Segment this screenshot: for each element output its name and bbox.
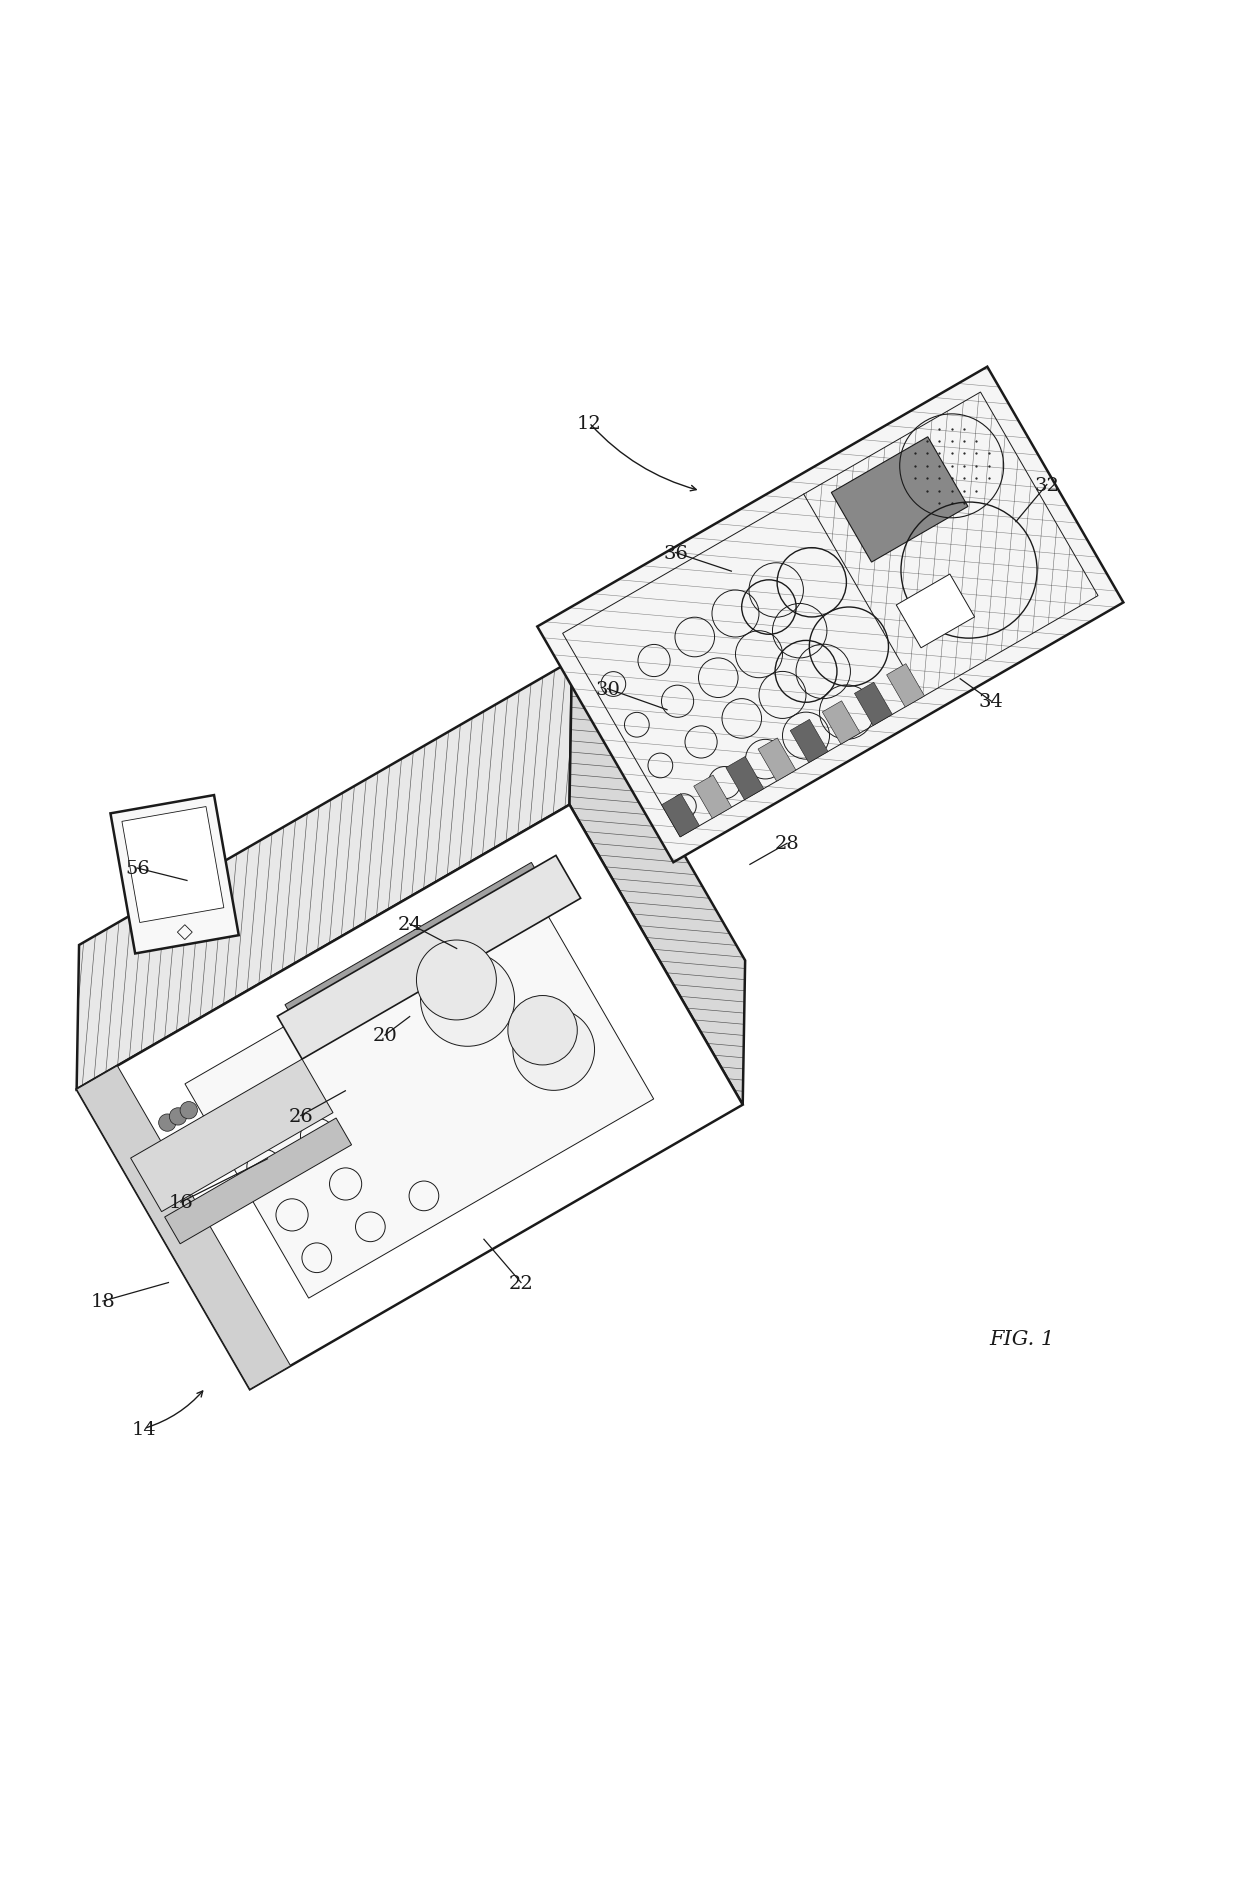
Circle shape: [180, 1103, 197, 1120]
Circle shape: [159, 1114, 176, 1131]
Text: 20: 20: [372, 1027, 397, 1044]
Text: 14: 14: [131, 1420, 156, 1439]
Text: FIG. 1: FIG. 1: [990, 1329, 1055, 1348]
Polygon shape: [278, 856, 580, 1059]
Text: 28: 28: [775, 835, 800, 852]
Circle shape: [513, 1010, 594, 1091]
Text: 24: 24: [397, 915, 422, 934]
Polygon shape: [165, 1118, 352, 1243]
Polygon shape: [831, 438, 968, 564]
Text: 34: 34: [978, 693, 1003, 710]
Circle shape: [417, 941, 496, 1021]
Polygon shape: [537, 368, 1123, 864]
Polygon shape: [569, 661, 745, 1105]
Polygon shape: [185, 884, 653, 1298]
Polygon shape: [77, 1067, 290, 1389]
Circle shape: [508, 996, 578, 1065]
Polygon shape: [887, 664, 925, 708]
Polygon shape: [77, 661, 572, 1089]
Text: 22: 22: [508, 1274, 533, 1293]
Polygon shape: [897, 575, 975, 649]
Polygon shape: [662, 793, 699, 837]
Polygon shape: [110, 795, 239, 955]
Text: 36: 36: [663, 545, 688, 562]
Circle shape: [420, 953, 515, 1046]
Text: 16: 16: [169, 1194, 193, 1211]
Polygon shape: [77, 805, 743, 1389]
Text: 32: 32: [1034, 476, 1059, 493]
Polygon shape: [693, 776, 732, 818]
Polygon shape: [822, 702, 861, 744]
Text: 12: 12: [577, 414, 601, 433]
Polygon shape: [122, 807, 224, 922]
Polygon shape: [285, 864, 553, 1042]
Polygon shape: [790, 719, 828, 763]
Circle shape: [170, 1108, 187, 1126]
Text: 18: 18: [91, 1293, 115, 1310]
Text: 56: 56: [125, 860, 150, 877]
Text: 26: 26: [289, 1107, 314, 1126]
Polygon shape: [758, 738, 796, 782]
Polygon shape: [725, 757, 764, 801]
Polygon shape: [130, 1059, 334, 1213]
Text: 30: 30: [595, 679, 620, 698]
Polygon shape: [854, 683, 893, 727]
